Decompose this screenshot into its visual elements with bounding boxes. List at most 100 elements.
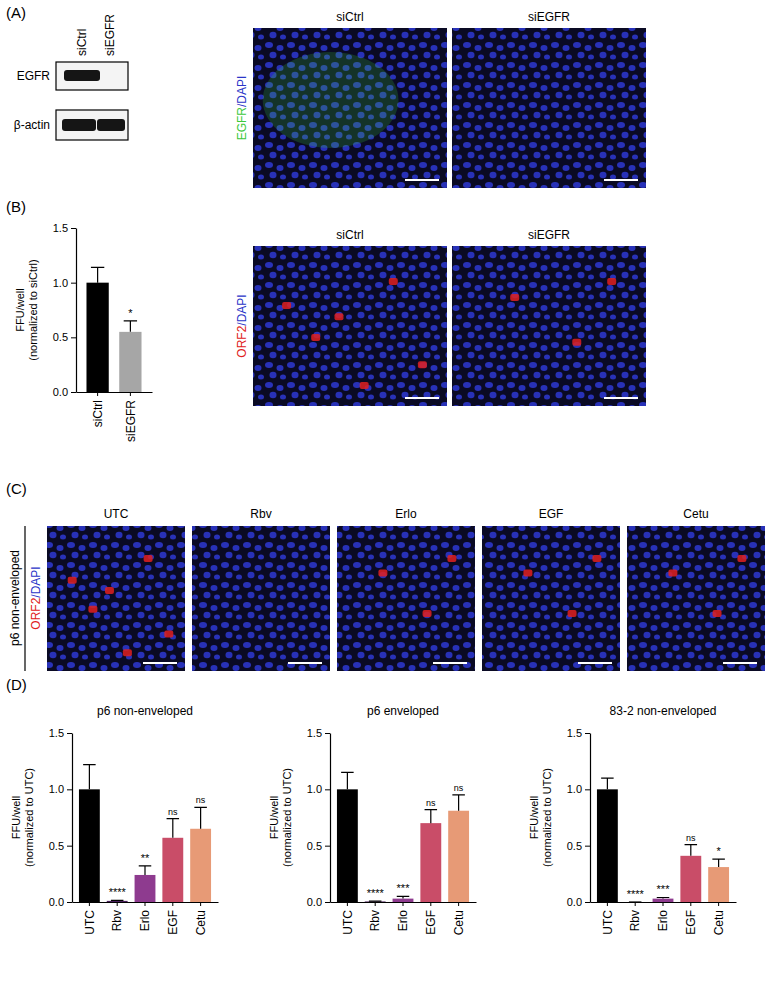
error-bar — [91, 267, 104, 282]
y-tick-label: 0.0 — [567, 896, 582, 908]
micrograph — [337, 526, 475, 671]
x-tick: Erlo — [138, 902, 152, 931]
micrograph — [627, 526, 765, 671]
y-tick-label: 1.5 — [49, 727, 64, 739]
y-axis-line — [76, 229, 77, 393]
y-tick-label: 1.0 — [49, 783, 64, 795]
y-tick-mark — [67, 733, 72, 734]
scale-bar — [604, 179, 638, 181]
stain-label-part: /DAPI — [235, 294, 249, 325]
scale-bar — [288, 662, 322, 664]
x-tick-label: Erlo — [656, 910, 670, 932]
x-tick-mark — [347, 902, 348, 906]
lane-label: siCtrl — [75, 29, 89, 56]
stain-label-part: ORF2 — [235, 325, 249, 357]
plot-area — [597, 778, 729, 902]
y-tick: 0.5 — [53, 331, 76, 343]
y-tick-mark — [71, 228, 76, 229]
x-tick-label: siEGFR — [124, 400, 138, 442]
stain-signal — [282, 302, 291, 309]
bar — [393, 899, 414, 902]
x-tick: Cetu — [452, 902, 466, 935]
error-bar — [124, 321, 137, 332]
significance-label: ns — [454, 783, 464, 793]
y-tick-mark — [67, 789, 72, 790]
y-axis-title: (normalized to UTC) — [281, 768, 293, 867]
x-tick-mark — [145, 902, 146, 906]
error-bar — [83, 765, 96, 790]
stain-signal — [389, 278, 398, 285]
bar — [420, 823, 441, 902]
x-tick: UTC — [601, 902, 615, 935]
bar-chart: ******nsns0.00.51.01.5UTCRbvErloEGFCetuF… — [10, 704, 219, 935]
image-title: EGF — [539, 507, 564, 521]
error-bar — [425, 810, 438, 824]
y-tick-mark — [325, 846, 330, 847]
image-title: Rbv — [250, 507, 271, 521]
micrograph — [482, 526, 620, 671]
y-tick-label: 1.5 — [53, 222, 68, 234]
scale-bar — [433, 662, 467, 664]
y-tick-label: 1.5 — [307, 727, 322, 739]
y-tick: 0.5 — [307, 840, 330, 852]
bar — [708, 867, 729, 902]
y-axis-title: FFU/well — [528, 796, 540, 839]
x-tick: Erlo — [656, 902, 670, 931]
y-axis-title: (normalized to UTC) — [541, 768, 553, 867]
x-tick-mark — [635, 902, 636, 906]
x-tick-label: Rbv — [628, 910, 642, 931]
y-tick-label: 0.5 — [307, 840, 322, 852]
bar — [448, 811, 469, 902]
y-tick-label: 1.0 — [307, 783, 322, 795]
x-tick-label: Rbv — [110, 910, 124, 931]
image-title: Erlo — [395, 507, 417, 521]
scale-bar — [578, 662, 612, 664]
y-axis-line — [72, 734, 73, 903]
stain-signal — [123, 649, 132, 656]
error-bar — [452, 795, 465, 811]
figure-svg: (A)(B)(C)(D)siCtrlsiEGFREGFRβ-actinsiCtr… — [0, 0, 770, 1000]
significance-label: *** — [397, 882, 411, 894]
x-tick: Rbv — [628, 902, 642, 931]
bar — [190, 829, 211, 902]
significance-label: ** — [141, 852, 150, 864]
x-tick-label: EGF — [684, 910, 698, 935]
y-tick: 0.5 — [567, 840, 590, 852]
y-tick: 0.0 — [49, 896, 72, 908]
y-tick-mark — [585, 846, 590, 847]
scale-bar — [723, 662, 757, 664]
bar — [107, 901, 128, 902]
x-tick-label: UTC — [341, 910, 355, 935]
panel-label: (A) — [6, 4, 26, 21]
bar — [79, 789, 100, 902]
error-bar — [341, 772, 354, 789]
lane-label: siEGFR — [103, 14, 117, 56]
stain-label: EGFR/DAPI — [235, 76, 249, 141]
y-tick-mark — [67, 846, 72, 847]
y-tick: 1.0 — [49, 783, 72, 795]
blot-band — [64, 70, 100, 81]
x-tick-label: EGF — [424, 910, 438, 935]
x-tick: Rbv — [110, 902, 124, 931]
x-tick-label: UTC — [83, 910, 97, 935]
y-axis: 0.00.51.01.5 — [307, 727, 331, 908]
significance-label: **** — [627, 888, 645, 900]
blot-row-label: EGFR — [17, 69, 51, 83]
y-tick-label: 0.0 — [49, 896, 64, 908]
bar-chart: *******ns*0.00.51.01.5UTCRbvErloEGFCetuF… — [528, 704, 737, 935]
micrograph — [452, 28, 646, 188]
y-axis-line — [330, 734, 331, 903]
y-tick-mark — [71, 283, 76, 284]
y-tick-label: 1.0 — [567, 783, 582, 795]
y-tick-mark — [585, 789, 590, 790]
stain-signal — [144, 555, 153, 562]
chart-title: 83-2 non-enveloped — [610, 704, 717, 718]
scale-bar — [405, 179, 439, 181]
x-tick: EGF — [684, 902, 698, 935]
x-axis-line — [77, 392, 153, 393]
y-tick-mark — [325, 902, 330, 903]
scale-bar — [143, 662, 177, 664]
x-tick-mark — [200, 902, 201, 906]
significance-label: * — [716, 845, 721, 857]
stain-signal — [263, 52, 399, 148]
